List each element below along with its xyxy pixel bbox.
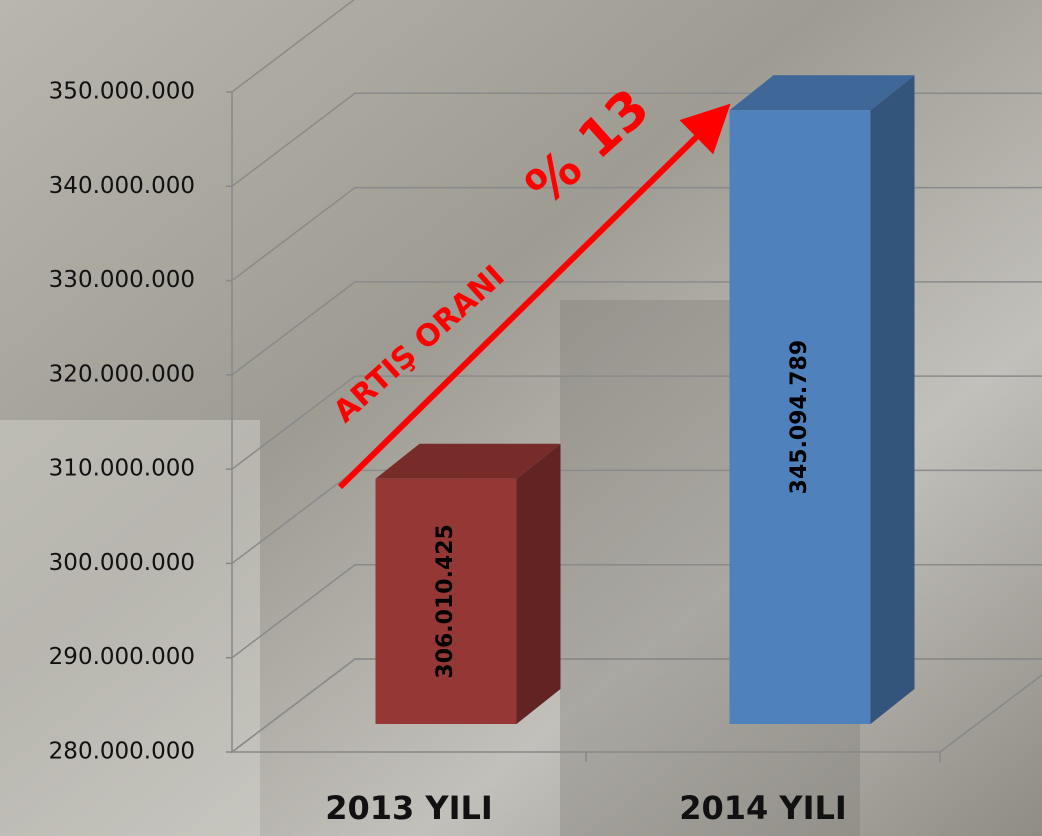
y-tick-label: 350.000.000: [49, 79, 195, 105]
y-tick-label: 300.000.000: [49, 550, 195, 576]
grid-line: [231, 0, 355, 93]
y-tick-label: 330.000.000: [49, 267, 195, 293]
bar-top: [729, 75, 915, 111]
bar: [729, 110, 871, 724]
y-tick-label: 320.000.000: [49, 361, 195, 387]
bar: [375, 478, 517, 724]
bar-side: [870, 75, 915, 724]
bar-side: [516, 443, 561, 724]
trend-arrow: [337, 103, 731, 490]
x-tick-label: 2014 YILI: [679, 789, 847, 827]
value-label: 306.010.425: [433, 524, 458, 678]
y-tick-label: 290.000.000: [49, 644, 195, 670]
background-light: [0, 420, 260, 836]
y-tick-label: 310.000.000: [49, 456, 195, 482]
value-label: 345.094.789: [787, 340, 812, 494]
x-tick-label: 2013 YILI: [325, 789, 493, 827]
y-tick-label: 280.000.000: [49, 739, 195, 765]
bar-top: [375, 443, 561, 479]
y-tick-label: 340.000.000: [49, 173, 195, 199]
